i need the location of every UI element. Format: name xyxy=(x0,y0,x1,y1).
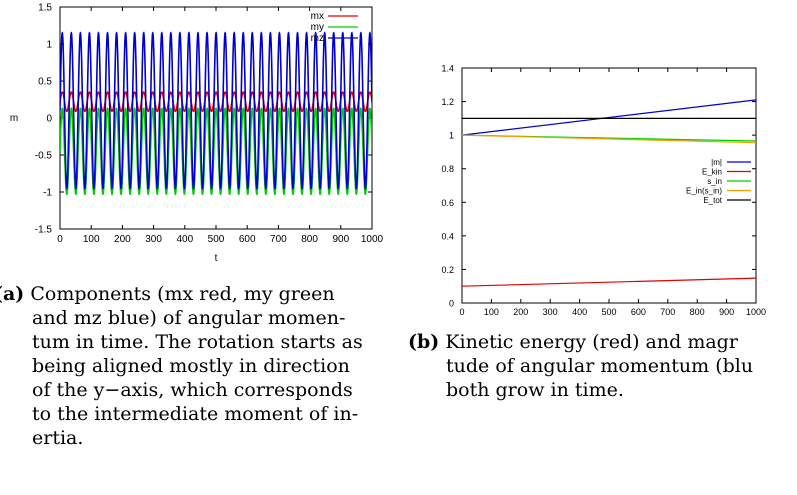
legend-label: mz xyxy=(311,33,324,44)
caption-a-line: and mz blue) of angular momen- xyxy=(32,307,346,329)
x-tick-label: 400 xyxy=(572,307,587,317)
y-tick-label: 0.8 xyxy=(441,164,454,174)
x-tick-label: 0 xyxy=(57,234,63,245)
y-tick-label: 0.4 xyxy=(441,231,454,241)
x-tick-label: 900 xyxy=(719,307,734,317)
series-line-e-in-s-in- xyxy=(461,134,757,144)
legend-label: s_in xyxy=(707,177,722,186)
x-tick-label: 700 xyxy=(270,234,287,245)
x-tick-label: 900 xyxy=(332,234,349,245)
caption-a-label: (a) xyxy=(0,283,25,305)
caption-b-line: both grow in time. xyxy=(446,379,624,401)
x-axis-label-a: t xyxy=(215,253,218,264)
x-tick-label: 200 xyxy=(114,234,131,245)
y-tick-label: 1.2 xyxy=(441,97,454,107)
x-tick-label: 100 xyxy=(484,307,499,317)
series-line-mx xyxy=(60,91,372,113)
legend-label: E_kin xyxy=(702,168,722,177)
caption-a-line: to the intermediate moment of in- xyxy=(32,403,359,425)
y-axis-label-a: m xyxy=(10,113,18,124)
y-tick-label: -1 xyxy=(43,188,52,199)
legend-label: E_tot xyxy=(703,196,722,205)
x-tick-label: 200 xyxy=(513,307,528,317)
x-tick-label: 500 xyxy=(601,307,616,317)
y-tick-label: 0 xyxy=(46,114,52,125)
caption-b-line: Kinetic energy (red) and magr xyxy=(445,331,738,353)
caption-a-line: Components (mx red, my green xyxy=(30,283,335,305)
x-tick-label: 700 xyxy=(660,307,675,317)
y-tick-label: 1 xyxy=(46,40,52,51)
legend-label: mx xyxy=(311,11,324,22)
y-tick-label: 0.6 xyxy=(441,198,454,208)
legend-label: E_in(s_in) xyxy=(686,187,722,196)
caption-b-line: tude of angular momentum (blu xyxy=(446,355,754,377)
x-tick-label: 800 xyxy=(690,307,705,317)
series-line-e-kin xyxy=(461,277,757,287)
x-tick-label: 500 xyxy=(208,234,225,245)
x-tick-label: 400 xyxy=(176,234,193,245)
series-line--m- xyxy=(461,99,757,136)
x-tick-label: 1000 xyxy=(746,307,766,317)
caption-b: (b) Kinetic energy (red) and magr tude o… xyxy=(408,330,797,402)
caption-a: (a) Components (mx red, my green and mz … xyxy=(0,282,408,450)
x-tick-label: 600 xyxy=(239,234,256,245)
x-tick-label: 100 xyxy=(83,234,100,245)
x-tick-label: 1000 xyxy=(361,234,384,245)
x-tick-label: 300 xyxy=(543,307,558,317)
series-line-my xyxy=(60,107,372,196)
x-tick-label: 600 xyxy=(631,307,646,317)
caption-a-line: ertia. xyxy=(32,427,84,449)
caption-a-line: of the y−axis, which corresponds xyxy=(32,379,353,401)
y-tick-label: 0.5 xyxy=(38,77,52,88)
y-tick-label: 0 xyxy=(449,299,454,309)
caption-a-line: being aligned mostly in direction xyxy=(32,355,350,377)
x-tick-label: 800 xyxy=(301,234,318,245)
series-line-mz xyxy=(60,31,372,190)
y-tick-label: 1 xyxy=(449,131,454,141)
y-tick-label: 0.2 xyxy=(441,265,454,275)
legend-label: my xyxy=(311,22,324,33)
x-tick-label: 300 xyxy=(145,234,162,245)
caption-b-label: (b) xyxy=(408,331,440,353)
legend-label: |m| xyxy=(711,158,722,167)
chart-b: 0 100 200 300 400 500 600 700 800 900 1000 1.4 1.2 1 0… xyxy=(441,64,766,318)
chart-a: 0 100 200 300 400 500 600 700 800 900 1000 1.5 1 0.5 0… xyxy=(10,3,384,265)
x-tick-label: 0 xyxy=(459,307,464,317)
y-tick-label: -1.5 xyxy=(35,225,53,236)
y-tick-label: -0.5 xyxy=(35,151,53,162)
y-tick-label: 1.4 xyxy=(441,64,454,74)
y-tick-label: 1.5 xyxy=(38,3,52,14)
caption-a-line: tum in time. The rotation starts as xyxy=(32,331,363,353)
